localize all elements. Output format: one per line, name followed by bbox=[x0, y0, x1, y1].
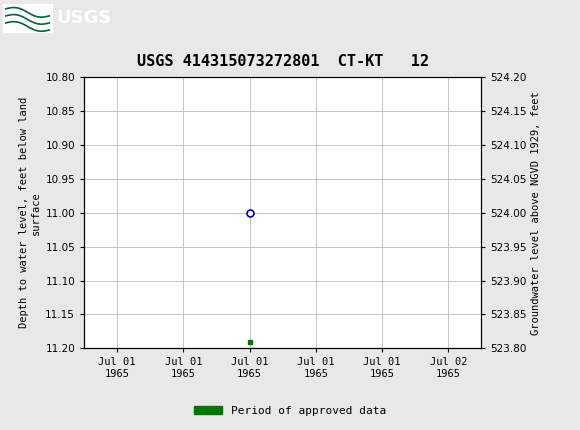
Title: USGS 414315073272801  CT-KT   12: USGS 414315073272801 CT-KT 12 bbox=[137, 54, 429, 69]
Y-axis label: Groundwater level above NGVD 1929, feet: Groundwater level above NGVD 1929, feet bbox=[531, 91, 541, 335]
Y-axis label: Depth to water level, feet below land
surface: Depth to water level, feet below land su… bbox=[19, 97, 41, 329]
Bar bbox=[3, 3, 52, 32]
Legend: Period of approved data: Period of approved data bbox=[190, 401, 390, 420]
Text: USGS: USGS bbox=[57, 9, 112, 27]
